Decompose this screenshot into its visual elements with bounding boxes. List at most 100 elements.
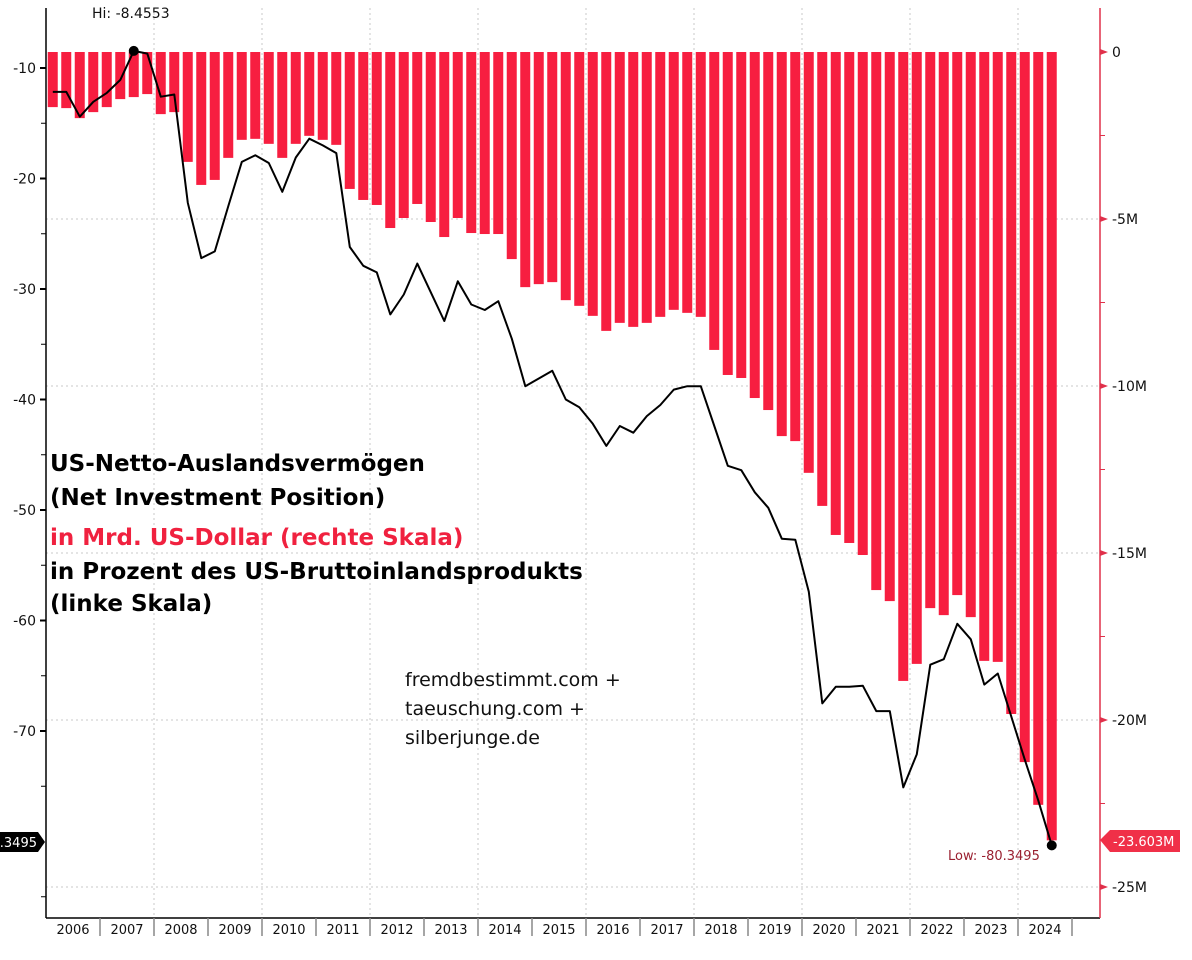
bar <box>209 52 220 180</box>
bar <box>763 52 774 411</box>
bar <box>115 52 126 100</box>
bar <box>277 52 288 158</box>
right-axis-tick-marker <box>1100 884 1108 890</box>
bar <box>439 52 450 238</box>
x-axis-tick-label: 2020 <box>812 923 845 938</box>
bar <box>641 52 652 323</box>
bar <box>128 52 139 98</box>
x-axis-tick-label: 2017 <box>650 923 683 938</box>
bar <box>493 52 504 235</box>
bar <box>236 52 247 140</box>
left-axis-tick-label: -70 <box>13 724 36 740</box>
bar <box>169 52 180 113</box>
x-axis-tick-label: 2019 <box>758 923 791 938</box>
bar <box>979 52 990 661</box>
description-line-2: (Net Investment Position) <box>50 485 386 511</box>
bar <box>371 52 382 205</box>
bar <box>601 52 612 331</box>
bar <box>668 52 679 310</box>
bar <box>47 52 58 108</box>
bar <box>101 52 112 108</box>
right-axis-tick-label: -10M <box>1112 379 1147 395</box>
bar <box>263 52 274 144</box>
bar <box>1006 52 1017 714</box>
bar <box>803 52 814 473</box>
x-axis-tick-label: 2022 <box>920 923 953 938</box>
bar <box>358 52 369 200</box>
bar <box>196 52 207 185</box>
bar <box>722 52 733 375</box>
right-axis-tick-label: -20M <box>1112 713 1147 729</box>
x-axis-tick-label: 2015 <box>542 923 575 938</box>
bar <box>749 52 760 399</box>
x-axis-tick-label: 2009 <box>218 923 251 938</box>
bar <box>331 52 342 145</box>
credit-line: fremdbestimmt.com + <box>405 669 621 691</box>
bar <box>992 52 1003 662</box>
right-axis-tick-label: -5M <box>1112 212 1138 228</box>
bar <box>1033 52 1044 805</box>
bar <box>290 52 301 144</box>
left-axis-tick-label: -30 <box>13 282 36 298</box>
bar <box>938 52 949 616</box>
bar <box>709 52 720 350</box>
right-axis-tick-marker <box>1100 717 1108 723</box>
x-axis-tick-label: 2006 <box>56 923 89 938</box>
bar <box>74 52 85 119</box>
annotations: Hi: -8.4553 Low: -80.3495 -80.3495 -23.6… <box>0 6 1180 864</box>
bar <box>547 52 558 283</box>
credit-line: taeuschung.com + <box>405 698 585 720</box>
bar <box>911 52 922 664</box>
bar-series <box>47 52 1057 841</box>
bar <box>790 52 801 442</box>
bar <box>952 52 963 596</box>
right-last-value: -23.603M <box>1113 835 1174 850</box>
line-path <box>52 49 1053 846</box>
left-axis-tick-label: -60 <box>13 614 36 630</box>
bar <box>88 52 99 113</box>
x-axis-tick-label: 2007 <box>110 923 143 938</box>
bar <box>857 52 868 556</box>
bar <box>776 52 787 437</box>
hi-label: Hi: -8.4553 <box>92 6 170 22</box>
bar <box>682 52 693 313</box>
left-axis-tick-label: -40 <box>13 393 36 409</box>
bar <box>304 52 315 136</box>
x-axis-tick-label: 2024 <box>1028 923 1061 938</box>
bar <box>452 52 463 218</box>
bar <box>614 52 625 323</box>
x-axis-tick-label: 2011 <box>326 923 359 938</box>
x-axis-tick-label: 2014 <box>488 923 521 938</box>
bar <box>466 52 477 234</box>
bar <box>412 52 423 204</box>
description-line-3: in Mrd. US-Dollar (rechte Skala) <box>50 525 464 551</box>
credit-line: silberjunge.de <box>405 727 540 749</box>
right-axis-tick-marker <box>1100 550 1108 556</box>
bar <box>844 52 855 543</box>
left-last-value-tag: -80.3495 <box>0 832 45 852</box>
x-axis-tick-label: 2012 <box>380 923 413 938</box>
description-line-4: in Prozent des US-Bruttoinlandsprodukts <box>50 559 583 585</box>
bar <box>479 52 490 235</box>
x-axis-tick-label: 2016 <box>596 923 629 938</box>
bar <box>1019 52 1030 763</box>
bar <box>425 52 436 223</box>
bar <box>155 52 166 115</box>
bar <box>655 52 666 317</box>
bar <box>142 52 153 95</box>
right-axis-tick-label: -15M <box>1112 546 1147 562</box>
chart-description: US-Netto-Auslandsvermögen (Net Investmen… <box>50 447 583 621</box>
low-label: Low: -80.3495 <box>948 849 1040 864</box>
left-axis-tick-label: -20 <box>13 172 36 188</box>
bar <box>398 52 409 218</box>
bar <box>250 52 261 139</box>
bar <box>736 52 747 378</box>
x-axis-tick-label: 2010 <box>272 923 305 938</box>
bar <box>223 52 234 158</box>
x-axis-tick-label: 2023 <box>974 923 1007 938</box>
bar <box>925 52 936 609</box>
axes: -10 -20 -30 -40 -50 -60 -70 0 -5M -10M -15M -20M -25… <box>13 8 1147 938</box>
bar <box>587 52 598 316</box>
right-last-value-tag: -23.603M <box>1100 830 1180 852</box>
